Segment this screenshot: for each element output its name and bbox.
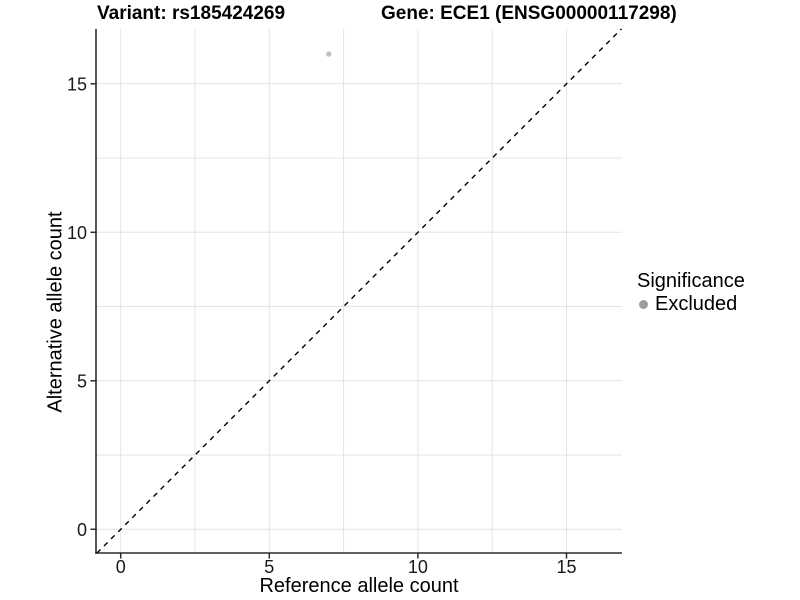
legend: Significance Excluded (637, 270, 745, 315)
gene-title: Gene: ECE1 (ENSG00000117298) (381, 3, 677, 24)
legend-item-label: Excluded (655, 293, 738, 315)
legend-title: Significance (637, 270, 745, 292)
legend-point-icon (639, 299, 648, 309)
y-tick-label: 15 (67, 74, 87, 94)
y-tick-label: 0 (77, 520, 87, 540)
x-tick-label: 0 (116, 557, 126, 577)
x-tick-label: 10 (408, 557, 428, 577)
data-point (326, 51, 332, 57)
identity-dashed-line (96, 28, 622, 554)
legend-item: Excluded (637, 293, 745, 315)
y-tick-label: 5 (77, 371, 87, 391)
x-tick-label: 15 (556, 557, 576, 577)
x-axis-title: Reference allele count (259, 575, 459, 597)
variant-title: Variant: rs185424269 (97, 3, 286, 24)
x-tick-label: 5 (264, 557, 274, 577)
y-tick-label: 10 (67, 223, 87, 243)
y-axis-title: Alternative allele count (44, 211, 67, 413)
